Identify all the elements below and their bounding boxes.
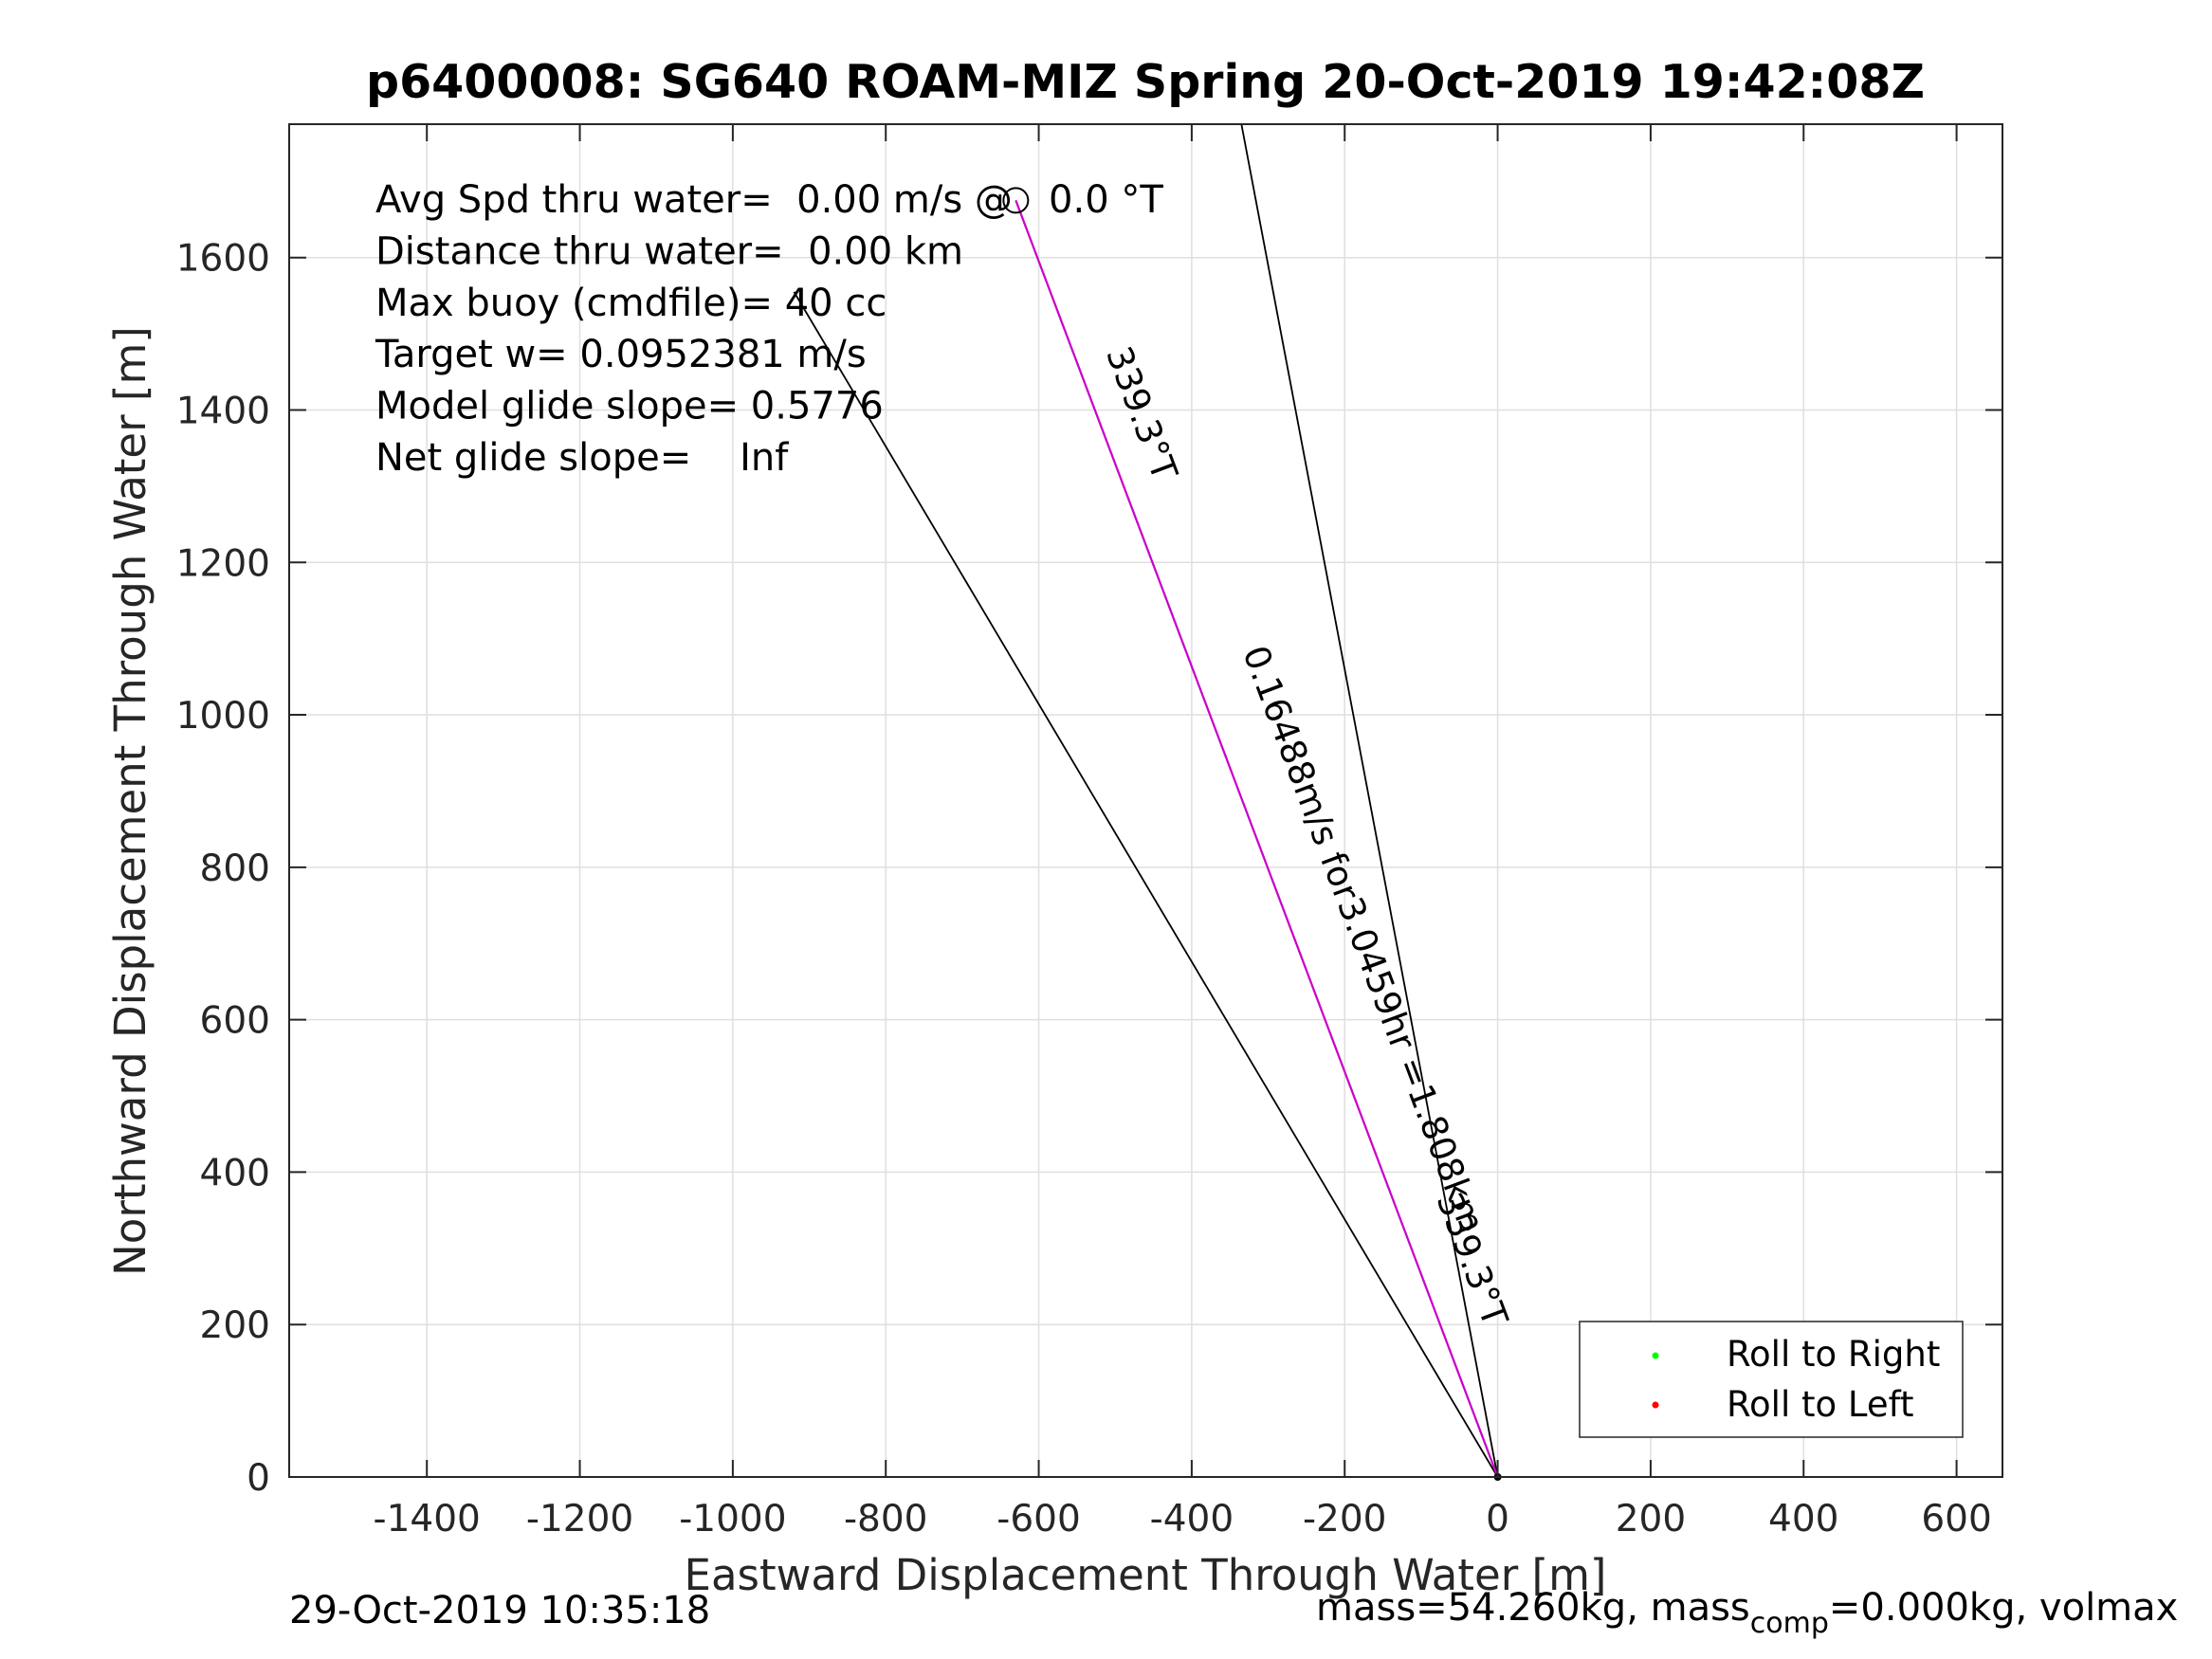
info-line: Avg Spd thru water= 0.00 m/s @ 0.0 °T	[375, 178, 1163, 222]
series-line-1	[793, 291, 1499, 1478]
x-tick-labels: -1400 -1200 -1000 -800 -600 -400 -200 0 200 400 60…	[374, 1498, 1992, 1540]
legend-frame	[1579, 1321, 1964, 1438]
x-tick-label: -800	[844, 1498, 928, 1540]
y-tick-labels: 0 200 400 600 800 1000 1200 1400 1600	[176, 238, 270, 1500]
series-lines	[793, 123, 1499, 1478]
y-tick-label: 0	[247, 1457, 270, 1500]
track-annotation: 0.16488m/s for3.0459hr =1.808km	[1234, 640, 1492, 1238]
x-tick-label: -400	[1150, 1498, 1234, 1540]
info-line: Model glide slope= 0.5776	[375, 385, 884, 428]
info-line: Net glide slope= Inf	[375, 436, 789, 480]
footer-timestamp: 29-Oct-2019 10:35:18	[289, 1589, 710, 1632]
legend-marker-roll-left	[1652, 1401, 1659, 1409]
x-tick-label: 0	[1486, 1498, 1509, 1540]
y-tick-label: 1000	[176, 695, 270, 738]
info-line: Target w= 0.0952381 m/s	[375, 333, 867, 376]
footer-mass-prefix: mass=54.260kg, mass	[1316, 1586, 1750, 1630]
x-axis-label: Eastward Displacement Through Water [m]	[685, 1550, 1607, 1600]
info-line: Distance thru water= 0.00 km	[375, 229, 963, 273]
y-tick-label: 1400	[176, 390, 270, 432]
y-tick-label: 400	[200, 1152, 270, 1194]
x-tick-label: -200	[1303, 1498, 1387, 1540]
x-tick-label: 600	[1921, 1498, 1991, 1540]
series-line-3	[1015, 200, 1499, 1478]
y-tick-label: 1600	[176, 238, 270, 281]
info-text-block: Avg Spd thru water= 0.00 m/s @ 0.0 °T Dis…	[375, 178, 1163, 480]
y-axis-label: Northward Displacement Through Water [m]	[105, 326, 155, 1276]
track-annotation: 339.3°T	[1429, 1187, 1516, 1332]
legend-label-roll-right: Roll to Right	[1727, 1334, 1940, 1375]
grid-lines	[289, 124, 2002, 1478]
axis-ticks	[289, 124, 2002, 1478]
y-tick-label: 800	[200, 848, 270, 890]
footer-mass-suffix: =0.000kg, volmax	[1829, 1586, 2178, 1630]
x-tick-label: 400	[1768, 1498, 1838, 1540]
plot-frame	[288, 123, 2003, 1478]
legend-marker-roll-right	[1652, 1352, 1659, 1359]
y-tick-label: 1200	[176, 542, 270, 585]
chart-title: p6400008: SG640 ROAM-MIZ Spring 20-Oct-2…	[366, 55, 1925, 109]
legend: Roll to Right Roll to Left	[1579, 1321, 1964, 1438]
annotations: 339.3°T0.16488m/s for3.0459hr =1.808km33…	[1098, 341, 1516, 1333]
footer-mass-subscript: comp	[1750, 1607, 1829, 1640]
footer-mass-info: mass=54.260kg, masscomp=0.000kg, volmax	[1316, 1586, 2178, 1640]
info-line: Max buoy (cmdfile)= 40 cc	[375, 282, 887, 325]
x-tick-label: -1200	[526, 1498, 633, 1540]
y-tick-label: 200	[200, 1304, 270, 1347]
series-line-0	[1240, 123, 1499, 1478]
x-tick-label: 200	[1616, 1498, 1686, 1540]
x-tick-label: -1000	[679, 1498, 786, 1540]
x-tick-label: -1400	[374, 1498, 481, 1540]
legend-label-roll-left: Roll to Left	[1727, 1384, 1914, 1425]
end-point-marker	[1002, 187, 1030, 214]
y-tick-label: 600	[200, 1000, 270, 1043]
x-tick-label: -600	[996, 1498, 1081, 1540]
track-annotation: 339.3°T	[1098, 341, 1185, 486]
